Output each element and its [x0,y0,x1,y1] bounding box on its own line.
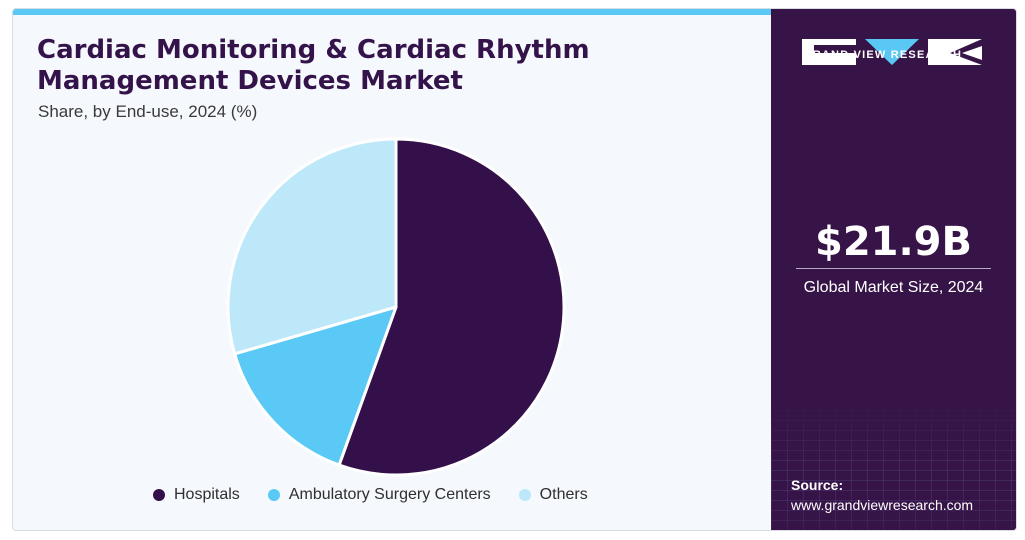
pie-slice-ambulatory-surgery-centers [233,305,398,467]
source-url[interactable]: www.grandviewresearch.com [791,497,974,513]
pie-slice-others [226,137,398,356]
chart-title: Cardiac Monitoring & Cardiac Rhythm Mana… [37,35,590,96]
legend-item-hospitals: Hospitals [153,486,240,504]
gvr-logo-icon [802,39,982,65]
pie-chart [226,137,566,477]
info-panel: GRAND VIEW RESEARCH $21.9B Global Market… [771,9,1016,530]
brand-name: GRAND VIEW RESEARCH [803,49,963,61]
legend-dot-icon [267,489,280,501]
legend-item-others: Others [518,486,588,504]
legend-dot-icon [153,489,165,501]
legend-dot-icon [518,489,531,501]
infographic-card: Cardiac Monitoring & Cardiac Rhythm Mana… [12,8,1017,531]
legend-item-ambulatory-surgery-centers: Ambulatory Surgery Centers [267,486,491,504]
legend-label: Hospitals [174,486,240,503]
pie-slice-hospitals [337,137,566,477]
source-title: Source: [791,477,844,493]
accent-bar [13,9,771,15]
chart-subtitle: Share, by End-use, 2024 (%) [38,102,258,121]
market-size-value: $21.9B [814,219,972,265]
market-size-label: Global Market Size, 2024 [803,279,984,296]
legend-label: Others [539,486,588,503]
chart-panel: Cardiac Monitoring & Cardiac Rhythm Mana… [13,9,771,530]
source-block: Source: www.grandviewresearch.com [791,475,973,515]
chart-legend: Hospitals Ambulatory Surgery Centers Other… [153,486,588,504]
legend-label: Ambulatory Surgery Centers [288,486,491,503]
divider [796,268,991,269]
